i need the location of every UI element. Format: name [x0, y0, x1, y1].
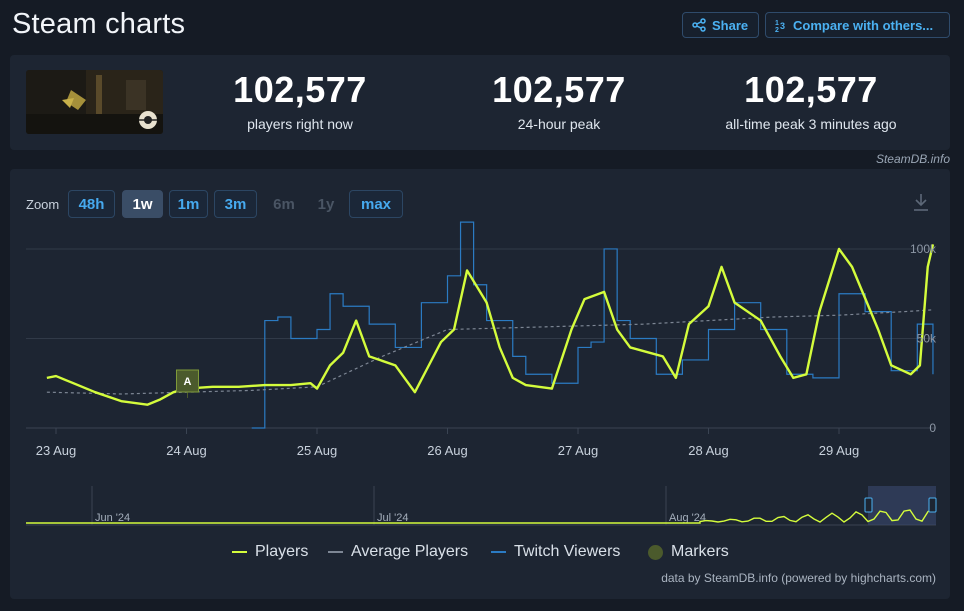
zoom-48h-button[interactable]: 48h — [68, 190, 115, 218]
svg-text:1: 1 — [775, 20, 779, 27]
zoom-1m-button[interactable]: 1m — [169, 190, 208, 218]
twitch-swatch — [491, 551, 506, 553]
navigator-label: Jul '24 — [377, 512, 408, 524]
download-icon[interactable] — [910, 191, 932, 213]
navigator[interactable]: Jun '24 Jul '24 Aug '24 — [26, 486, 937, 526]
x-tick-label: 26 Aug — [427, 443, 468, 458]
legend-markers[interactable]: Markers — [648, 543, 729, 561]
legend-average-label: Average Players — [351, 543, 469, 560]
compare-icon: 1 2 3 — [775, 20, 785, 33]
zoom-3m-button[interactable]: 3m — [214, 190, 257, 218]
stat-24h-peak: 102,577 24-hour peak — [449, 69, 669, 133]
navigator-handle — [928, 497, 937, 513]
x-tick-label: 29 Aug — [819, 443, 860, 458]
compare-button[interactable]: 1 2 3 Compare with others... — [765, 12, 950, 38]
svg-text:2: 2 — [775, 27, 779, 33]
zoom-max-button[interactable]: max — [349, 190, 403, 218]
zoom-1w-button[interactable]: 1w — [122, 190, 163, 218]
twitch-series — [251, 221, 934, 429]
share-icon — [692, 18, 706, 32]
zoom-1y-button: 1y — [317, 195, 335, 213]
chart-grid — [26, 248, 936, 429]
steamdb-credit: SteamDB.info — [875, 152, 950, 166]
chart-legend: Players Average Players Twitch Viewers M… — [0, 543, 964, 563]
legend-players[interactable]: Players — [232, 543, 308, 561]
page-title: Steam charts — [12, 8, 186, 40]
marker-label: A — [184, 376, 192, 388]
markers-swatch — [648, 544, 663, 560]
legend-average[interactable]: Average Players — [328, 543, 468, 561]
average-series — [46, 309, 933, 395]
x-tick-label: 24 Aug — [166, 443, 207, 458]
y-tick-label: 50k — [917, 331, 937, 345]
compare-label: Compare with others... — [793, 17, 934, 33]
current-players-value: 102,577 — [233, 69, 367, 110]
share-label: Share — [712, 17, 749, 33]
navigator-label: Aug '24 — [669, 512, 706, 524]
average-swatch — [328, 551, 343, 553]
marker-flag — [176, 369, 199, 393]
navigator-label: Jun '24 — [95, 512, 130, 524]
y-axis: 0 50k 100k — [910, 242, 937, 435]
chart-panel — [10, 169, 950, 599]
footer-credit: data by SteamDB.info (powered by highcha… — [661, 571, 936, 585]
legend-markers-label: Markers — [671, 543, 729, 560]
peak-24h-label: 24-hour peak — [517, 116, 601, 132]
current-players-label: players right now — [247, 116, 353, 132]
x-tick-label: 23 Aug — [36, 443, 77, 458]
navigator-window — [868, 486, 936, 525]
y-tick-label: 0 — [929, 421, 936, 435]
zoom-label: Zoom — [26, 197, 60, 212]
x-tick-label: 27 Aug — [558, 443, 599, 458]
game-thumbnail[interactable] — [26, 70, 163, 134]
peak-24h-value: 102,577 — [492, 69, 626, 110]
alltime-peak-label: all-time peak 3 minutes ago — [725, 116, 897, 132]
stats-panel: 102,577 players right now 102,577 24-hou… — [10, 55, 950, 150]
x-tick-label: 28 Aug — [688, 443, 729, 458]
legend-twitch[interactable]: Twitch Viewers — [491, 543, 620, 561]
x-tick-label: 25 Aug — [297, 443, 338, 458]
legend-twitch-label: Twitch Viewers — [514, 543, 621, 560]
svg-text:3: 3 — [780, 21, 785, 31]
legend-players-label: Players — [255, 543, 309, 560]
y-tick-label: 100k — [910, 242, 937, 256]
stat-current: 102,577 players right now — [190, 69, 410, 133]
twitch-line — [251, 221, 934, 429]
stat-alltime-peak: 102,577 all-time peak 3 minutes ago — [696, 69, 926, 133]
average-line — [46, 309, 933, 395]
players-swatch — [232, 551, 247, 553]
marker-layer[interactable]: A — [176, 369, 199, 398]
navigator-line — [26, 507, 935, 524]
x-axis: 23 Aug 24 Aug 25 Aug 26 Aug 27 Aug 28 Aug 29 A… — [36, 428, 860, 458]
zoom-6m-button: 6m — [273, 195, 295, 213]
navigator-handle — [864, 497, 873, 513]
alltime-peak-value: 102,577 — [744, 69, 878, 110]
share-button[interactable]: Share — [682, 12, 759, 38]
